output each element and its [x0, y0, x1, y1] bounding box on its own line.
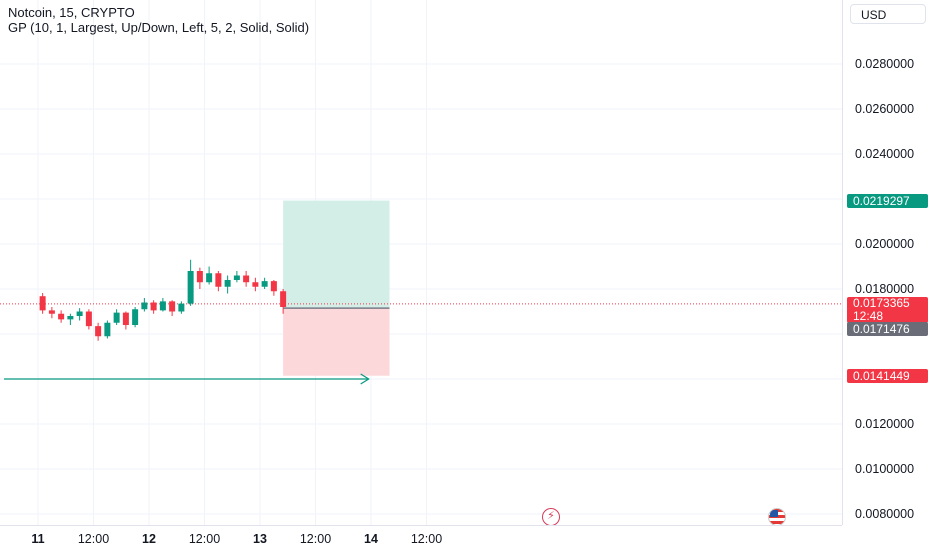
candle-body [196, 271, 203, 283]
candle-body [206, 273, 213, 283]
candle-body [270, 281, 277, 292]
time-axis[interactable]: 11 12:00 12 12:00 13 12:00 14 12:00 [0, 525, 842, 551]
price-tick-label: 0.0080000 [855, 507, 915, 521]
chart-area[interactable]: Notcoin, 15, CRYPTO GP (10, 1, Largest, … [0, 0, 842, 525]
symbol-legend[interactable]: Notcoin, 15, CRYPTO [8, 5, 135, 20]
candle-body [150, 302, 157, 311]
price-tick-label: 0.0200000 [855, 237, 915, 251]
time-tick-label: 12:00 [188, 532, 221, 546]
candle-body [132, 309, 139, 325]
time-tick-label: 14 [364, 532, 378, 546]
price-tick-label: 0.0100000 [855, 462, 915, 476]
candle-body [48, 310, 55, 314]
candle-countdown: 12:48 [853, 308, 884, 323]
price-axis[interactable]: 0.0280000 0.0260000 0.0240000 0.0200000 0.01… [842, 0, 932, 525]
candle-body [169, 301, 176, 312]
candle-body [215, 273, 222, 287]
price-tick-label: 0.0260000 [855, 102, 915, 116]
candle-body [261, 281, 268, 287]
candle-body [104, 322, 111, 337]
profit-zone [283, 200, 390, 309]
stop-price-tag: 0.0141449 [847, 368, 928, 383]
candle-body [187, 271, 194, 304]
candle-body [224, 280, 231, 287]
price-tick-label: 0.0280000 [855, 57, 915, 71]
candle-body [280, 291, 287, 307]
candle-body [39, 296, 46, 311]
candle-body [122, 312, 129, 325]
price-chart[interactable] [0, 0, 842, 525]
loss-zone [283, 308, 390, 376]
candle-body [243, 275, 250, 283]
candle-body [76, 311, 83, 316]
entry-price-tag: 0.0171476 [847, 322, 928, 337]
candle-body [85, 311, 92, 327]
price-tick-label: 0.0120000 [855, 417, 915, 431]
time-tick-label: 11 [31, 532, 45, 546]
candle-body [141, 302, 148, 310]
candle-body [233, 275, 240, 280]
candle-body [159, 301, 166, 311]
candle-body [95, 326, 102, 337]
candle-body [113, 312, 120, 323]
lightning-event-icon[interactable]: ⚡ [542, 508, 560, 525]
target-price-tag: 0.0219297 [847, 193, 928, 208]
time-tick-label: 13 [253, 532, 267, 546]
indicator-legend[interactable]: GP (10, 1, Largest, Up/Down, Left, 5, 2,… [8, 20, 310, 35]
price-tick-label: 0.0240000 [855, 147, 915, 161]
time-tick-label: 12 [142, 532, 156, 546]
arrow-head [360, 373, 370, 385]
time-tick-label: 12:00 [410, 532, 443, 546]
candle-body [67, 316, 74, 320]
price-tick-label: 0.0180000 [855, 282, 915, 296]
us-flag-event-icon[interactable] [768, 508, 786, 525]
candle-body [58, 313, 65, 320]
time-tick-label: 12:00 [77, 532, 110, 546]
currency-button[interactable]: USD [850, 4, 926, 24]
current-price-tag: 0.0173365 12:48 [847, 295, 928, 323]
candle-body [178, 303, 185, 312]
candle-body [252, 282, 259, 287]
current-price-value: 0.0173365 [853, 295, 910, 310]
time-tick-label: 12:00 [299, 532, 332, 546]
